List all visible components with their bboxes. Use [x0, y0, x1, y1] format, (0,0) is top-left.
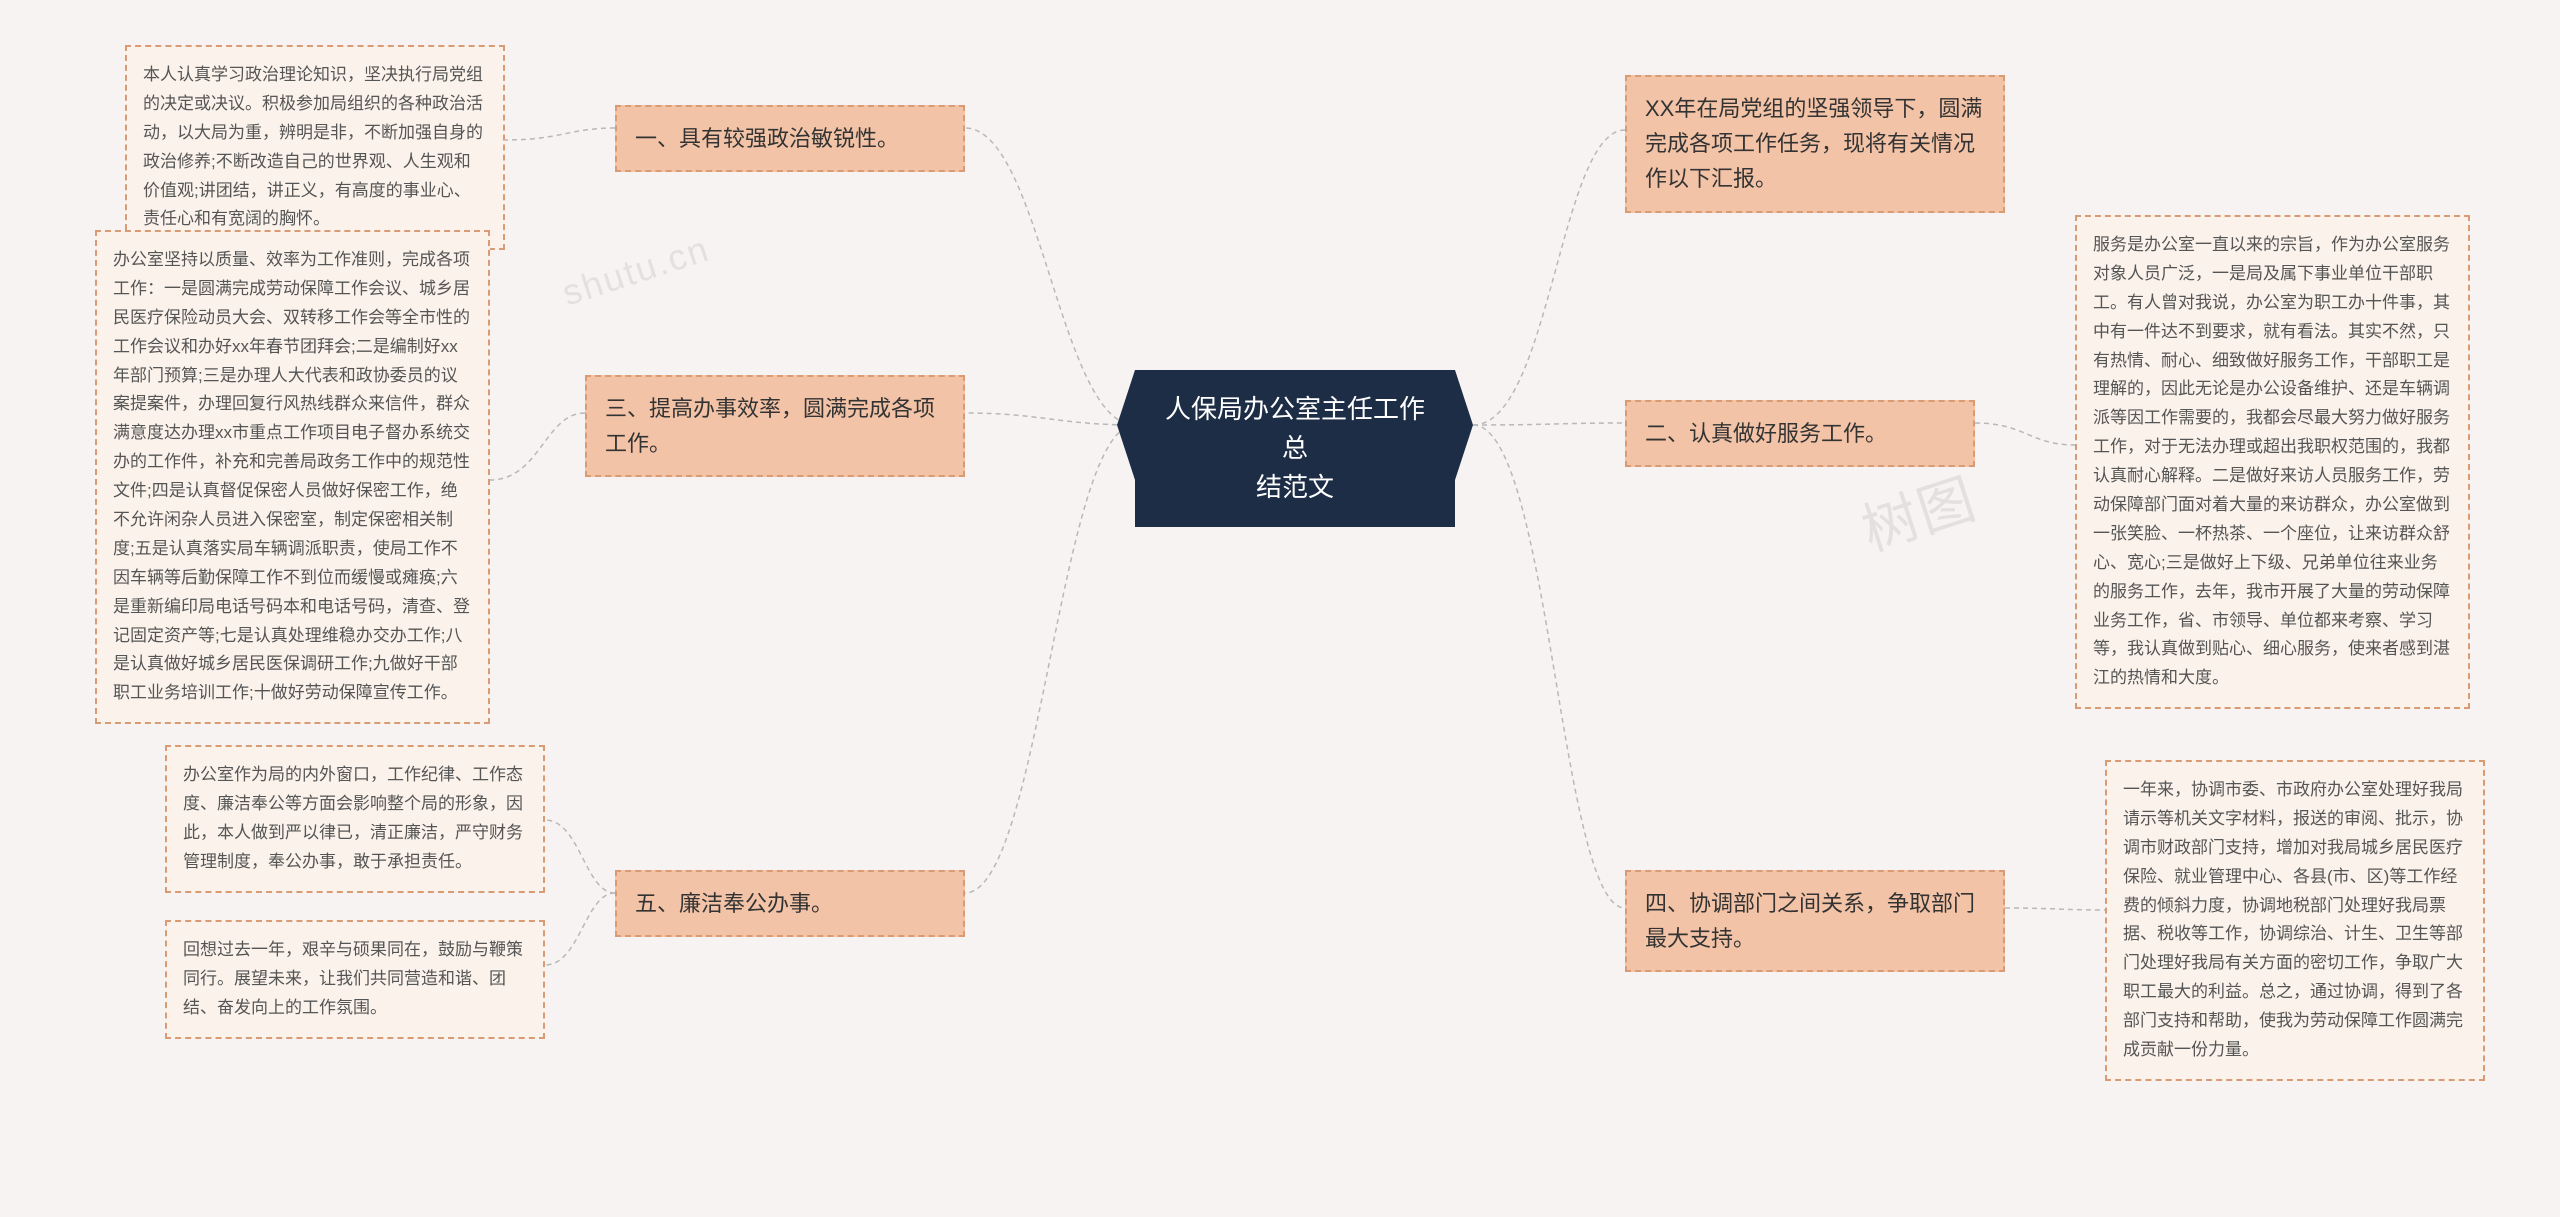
branch-3: 三、提高办事效率，圆满完成各项工作。 — [585, 375, 965, 477]
watermark-1: shutu.cn — [557, 228, 715, 315]
mindmap-center: 人保局办公室主任工作总结范文 — [1135, 370, 1455, 527]
leaf-3: 办公室坚持以质量、效率为工作准则，完成各项工作：一是圆满完成劳动保障工作会议、城… — [95, 230, 490, 724]
leaf-2: 服务是办公室一直以来的宗旨，作为办公室服务对象人员广泛，一是局及属下事业单位干部… — [2075, 215, 2470, 709]
branch-0: XX年在局党组的坚强领导下，圆满完成各项工作任务，现将有关情况作以下汇报。 — [1625, 75, 2005, 213]
leaf-1: 本人认真学习政治理论知识，坚决执行局党组的决定或决议。积极参加局组织的各种政治活… — [125, 45, 505, 250]
branch-2: 二、认真做好服务工作。 — [1625, 400, 1975, 467]
branch-5: 五、廉洁奉公办事。 — [615, 870, 965, 937]
branch-4: 四、协调部门之间关系，争取部门最大支持。 — [1625, 870, 2005, 972]
leaf-5a: 办公室作为局的内外窗口，工作纪律、工作态度、廉洁奉公等方面会影响整个局的形象，因… — [165, 745, 545, 893]
leaf-5b: 回想过去一年，艰辛与硕果同在，鼓励与鞭策同行。展望未来，让我们共同营造和谐、团结… — [165, 920, 545, 1039]
branch-1: 一、具有较强政治敏锐性。 — [615, 105, 965, 172]
leaf-4: 一年来，协调市委、市政府办公室处理好我局请示等机关文字材料，报送的审阅、批示，协… — [2105, 760, 2485, 1081]
watermark-2: 树图 — [1850, 454, 1985, 567]
